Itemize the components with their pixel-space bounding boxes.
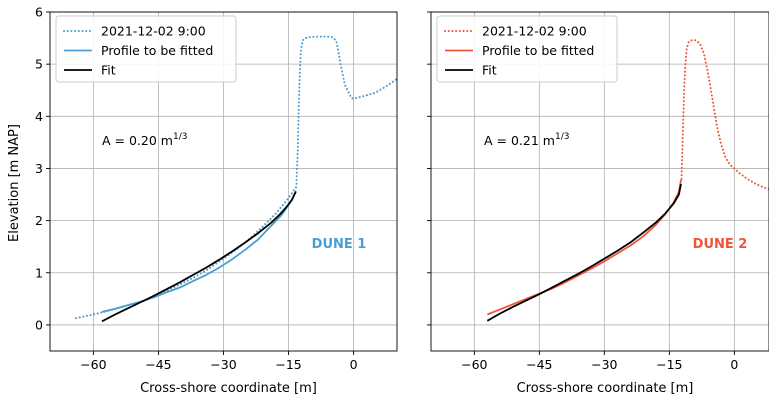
annotation-value: A = 0.21 m [484, 133, 555, 148]
x-tick-label: −60 [80, 357, 106, 372]
x-tick-label: −15 [656, 357, 682, 372]
fit-parameter-annotation: A = 0.20 m1/3 [102, 132, 187, 148]
y-tick-label: 2 [35, 213, 43, 228]
series-line-fit [101, 191, 297, 323]
fit-parameter-annotation: A = 0.21 m1/3 [484, 132, 569, 148]
y-tick-label: 1 [35, 265, 43, 280]
annotation-value: A = 0.20 m [102, 133, 173, 148]
y-axis-label: Elevation [m NAP] [7, 124, 22, 242]
series-line-fit [486, 183, 682, 322]
series-line-profile-to-be-fitted [101, 190, 297, 313]
legend-box [436, 15, 618, 83]
annotation-exponent: 1/3 [555, 132, 569, 142]
x-tick-label: −45 [145, 357, 171, 372]
series-line-2021-12-02-9-00 [75, 35, 397, 320]
legend-entry-label: Profile to be fitted [482, 43, 594, 58]
series-group [75, 35, 397, 323]
y-tick-label: 6 [35, 5, 43, 20]
legend-entry-label: Fit [482, 63, 497, 78]
series-line-2021-12-02-9-00 [680, 39, 769, 190]
x-axis-label: Cross-shore coordinate [m] [140, 381, 317, 396]
legend-entry-label: 2021-12-02 9:00 [482, 24, 587, 39]
x-tick-label: −60 [461, 357, 487, 372]
axes-frame [430, 11, 769, 352]
y-tick-label: 4 [35, 109, 43, 124]
series-line-profile-to-be-fitted [486, 179, 682, 316]
x-tick-label: 0 [730, 357, 738, 372]
x-tick-label: 0 [350, 357, 358, 372]
y-tick-label: 3 [35, 161, 43, 176]
dune-label: DUNE 1 [312, 237, 367, 252]
legend-box [55, 15, 237, 83]
x-tick-label: −30 [210, 357, 236, 372]
dune-label: DUNE 2 [693, 237, 748, 252]
x-tick-label: −45 [526, 357, 552, 372]
chart-panel-dune-2: −60 −45 −30 −15 0 Cross-shore coordinate [m] 2… [427, 11, 769, 396]
x-tick-label: −15 [275, 357, 301, 372]
y-tick-label: 0 [35, 317, 43, 332]
y-tick-label: 5 [35, 57, 43, 72]
annotation-exponent: 1/3 [173, 132, 187, 142]
legend-entry-label: Fit [101, 63, 116, 78]
series-group [486, 39, 769, 322]
legend-entry-label: 2021-12-02 9:00 [101, 24, 206, 39]
x-axis-label: Cross-shore coordinate [m] [517, 381, 694, 396]
legend-entry-label: Profile to be fitted [101, 43, 213, 58]
x-tick-label: −30 [591, 357, 617, 372]
chart-panel-dune-1: −60 −45 −30 −15 0 0 1 2 3 4 5 6 Cross-shore coordina… [35, 5, 398, 396]
